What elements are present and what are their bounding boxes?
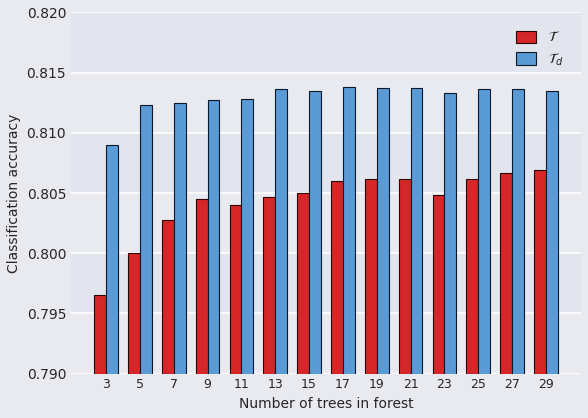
Bar bbox=[242, 99, 253, 418]
Y-axis label: Classification accuracy: Classification accuracy bbox=[7, 113, 21, 273]
Bar bbox=[263, 196, 275, 418]
Bar bbox=[71, 133, 581, 193]
Bar bbox=[173, 103, 186, 418]
Bar bbox=[298, 193, 309, 418]
Bar bbox=[377, 88, 389, 418]
X-axis label: Number of trees in forest: Number of trees in forest bbox=[239, 397, 413, 411]
Bar bbox=[534, 170, 546, 418]
Bar bbox=[128, 253, 140, 418]
Bar bbox=[512, 89, 524, 418]
Bar bbox=[399, 178, 410, 418]
Bar bbox=[445, 93, 456, 418]
Bar bbox=[410, 88, 423, 418]
Bar bbox=[71, 253, 581, 314]
Bar bbox=[106, 145, 118, 418]
Bar bbox=[546, 91, 558, 418]
Bar bbox=[229, 205, 242, 418]
Bar bbox=[275, 89, 287, 418]
Bar bbox=[331, 181, 343, 418]
Bar bbox=[365, 178, 377, 418]
Bar bbox=[309, 91, 321, 418]
Bar bbox=[478, 89, 490, 418]
Bar bbox=[466, 178, 478, 418]
Bar bbox=[162, 219, 173, 418]
Legend: $\mathcal{T}$, $\mathcal{T}_d$: $\mathcal{T}$, $\mathcal{T}_d$ bbox=[505, 19, 574, 79]
Bar bbox=[500, 173, 512, 418]
Bar bbox=[433, 196, 445, 418]
Bar bbox=[343, 87, 355, 418]
Bar bbox=[71, 13, 581, 73]
Bar bbox=[196, 199, 208, 418]
Bar bbox=[208, 100, 219, 418]
Bar bbox=[140, 105, 152, 418]
Bar bbox=[94, 296, 106, 418]
